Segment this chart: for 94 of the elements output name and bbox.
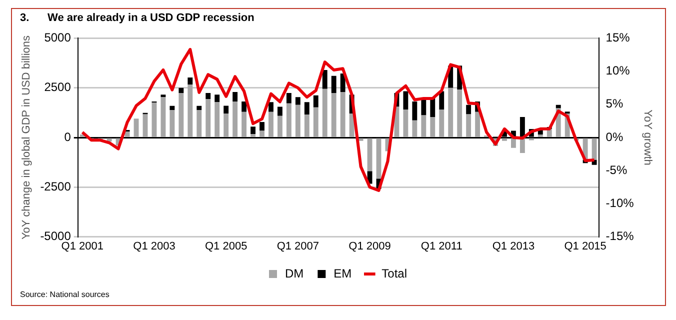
bar — [295, 104, 300, 137]
bar — [412, 102, 418, 120]
bar — [277, 116, 282, 137]
y2-tick-label: 5% — [606, 96, 624, 111]
bar — [331, 76, 336, 94]
y-tick-label: 2500 — [44, 80, 72, 94]
bar — [376, 138, 382, 179]
bar — [313, 107, 318, 137]
bar — [421, 115, 426, 137]
bar — [367, 138, 372, 172]
bar — [277, 106, 282, 116]
bar — [152, 102, 157, 137]
bar — [242, 112, 247, 137]
bar — [403, 110, 408, 137]
y2-tick-label: 15% — [606, 30, 630, 45]
bar — [188, 78, 193, 84]
bar — [232, 92, 238, 102]
bar — [160, 97, 166, 137]
bar — [196, 110, 202, 137]
chart-title: 3. We are already in a USD GDP recession — [20, 12, 254, 24]
bar — [286, 103, 292, 137]
bar — [322, 70, 328, 89]
bar — [206, 99, 211, 137]
bar — [340, 92, 346, 137]
x-tick-label: Q1 2001 — [61, 240, 104, 252]
bar — [295, 97, 300, 105]
bar — [224, 113, 229, 137]
legend-label: Total — [382, 266, 408, 280]
bar — [160, 94, 166, 98]
bar — [520, 117, 525, 137]
bar — [313, 95, 318, 108]
x-tick-label: Q1 2007 — [276, 240, 320, 252]
bar — [196, 106, 202, 110]
bar — [448, 88, 454, 137]
bar — [250, 134, 256, 137]
bar — [430, 117, 436, 137]
x-tick-label: Q1 2009 — [348, 240, 391, 252]
bar — [224, 106, 229, 114]
bar — [430, 98, 436, 118]
bar — [466, 104, 472, 114]
bar — [260, 130, 264, 137]
bar — [242, 102, 247, 112]
legend-label: EM — [334, 266, 352, 280]
bar — [170, 106, 175, 110]
y-tick-label: 0 — [64, 130, 72, 144]
bar — [304, 102, 310, 114]
bar — [556, 104, 561, 108]
bar — [124, 132, 130, 137]
bar — [466, 114, 472, 137]
x-tick-label: Q1 2005 — [204, 240, 248, 252]
y2-tick-label: -15% — [606, 229, 634, 244]
legend-label: DM — [284, 266, 304, 280]
bar — [520, 138, 525, 153]
bar — [331, 93, 336, 137]
y2-tick-label: -10% — [606, 196, 634, 210]
bar — [421, 100, 426, 116]
bar — [250, 126, 256, 134]
bar — [439, 110, 444, 137]
bar — [268, 102, 274, 112]
bar — [232, 102, 238, 137]
x-tick-label: Q1 2015 — [564, 240, 606, 252]
y2-tick-label: 10% — [606, 64, 630, 78]
y-tick-label: 5000 — [44, 30, 72, 45]
y2-axis-title: YoY growth — [641, 110, 654, 166]
x-tick-label: Q1 2011 — [420, 240, 462, 252]
x-tick-label: Q1 2003 — [133, 240, 176, 252]
bar — [134, 118, 139, 137]
bar — [214, 94, 220, 102]
bar — [511, 138, 516, 148]
bar — [475, 112, 480, 137]
bar — [286, 93, 292, 104]
bar — [260, 122, 264, 131]
bar — [592, 138, 597, 160]
bar — [412, 120, 418, 137]
x-tick-label: Q1 2013 — [492, 240, 535, 252]
y-tick-label: -2500 — [40, 179, 72, 194]
bar — [457, 90, 462, 137]
bar — [322, 88, 328, 137]
source-note: Source: National sources — [20, 290, 110, 299]
bar — [178, 93, 184, 137]
bar — [439, 91, 444, 110]
bar — [214, 102, 220, 137]
y-axis-title: YoY change in global GDP in USD billions — [20, 34, 33, 240]
bar — [170, 110, 175, 137]
bar — [502, 138, 507, 141]
bar — [142, 114, 148, 137]
bar — [188, 84, 193, 137]
bar — [178, 88, 184, 94]
y2-tick-label: 0% — [606, 130, 624, 144]
bar — [206, 93, 211, 100]
bar — [268, 112, 274, 137]
bar — [304, 114, 310, 137]
y2-tick-label: -5% — [606, 162, 628, 177]
bar — [403, 91, 408, 110]
